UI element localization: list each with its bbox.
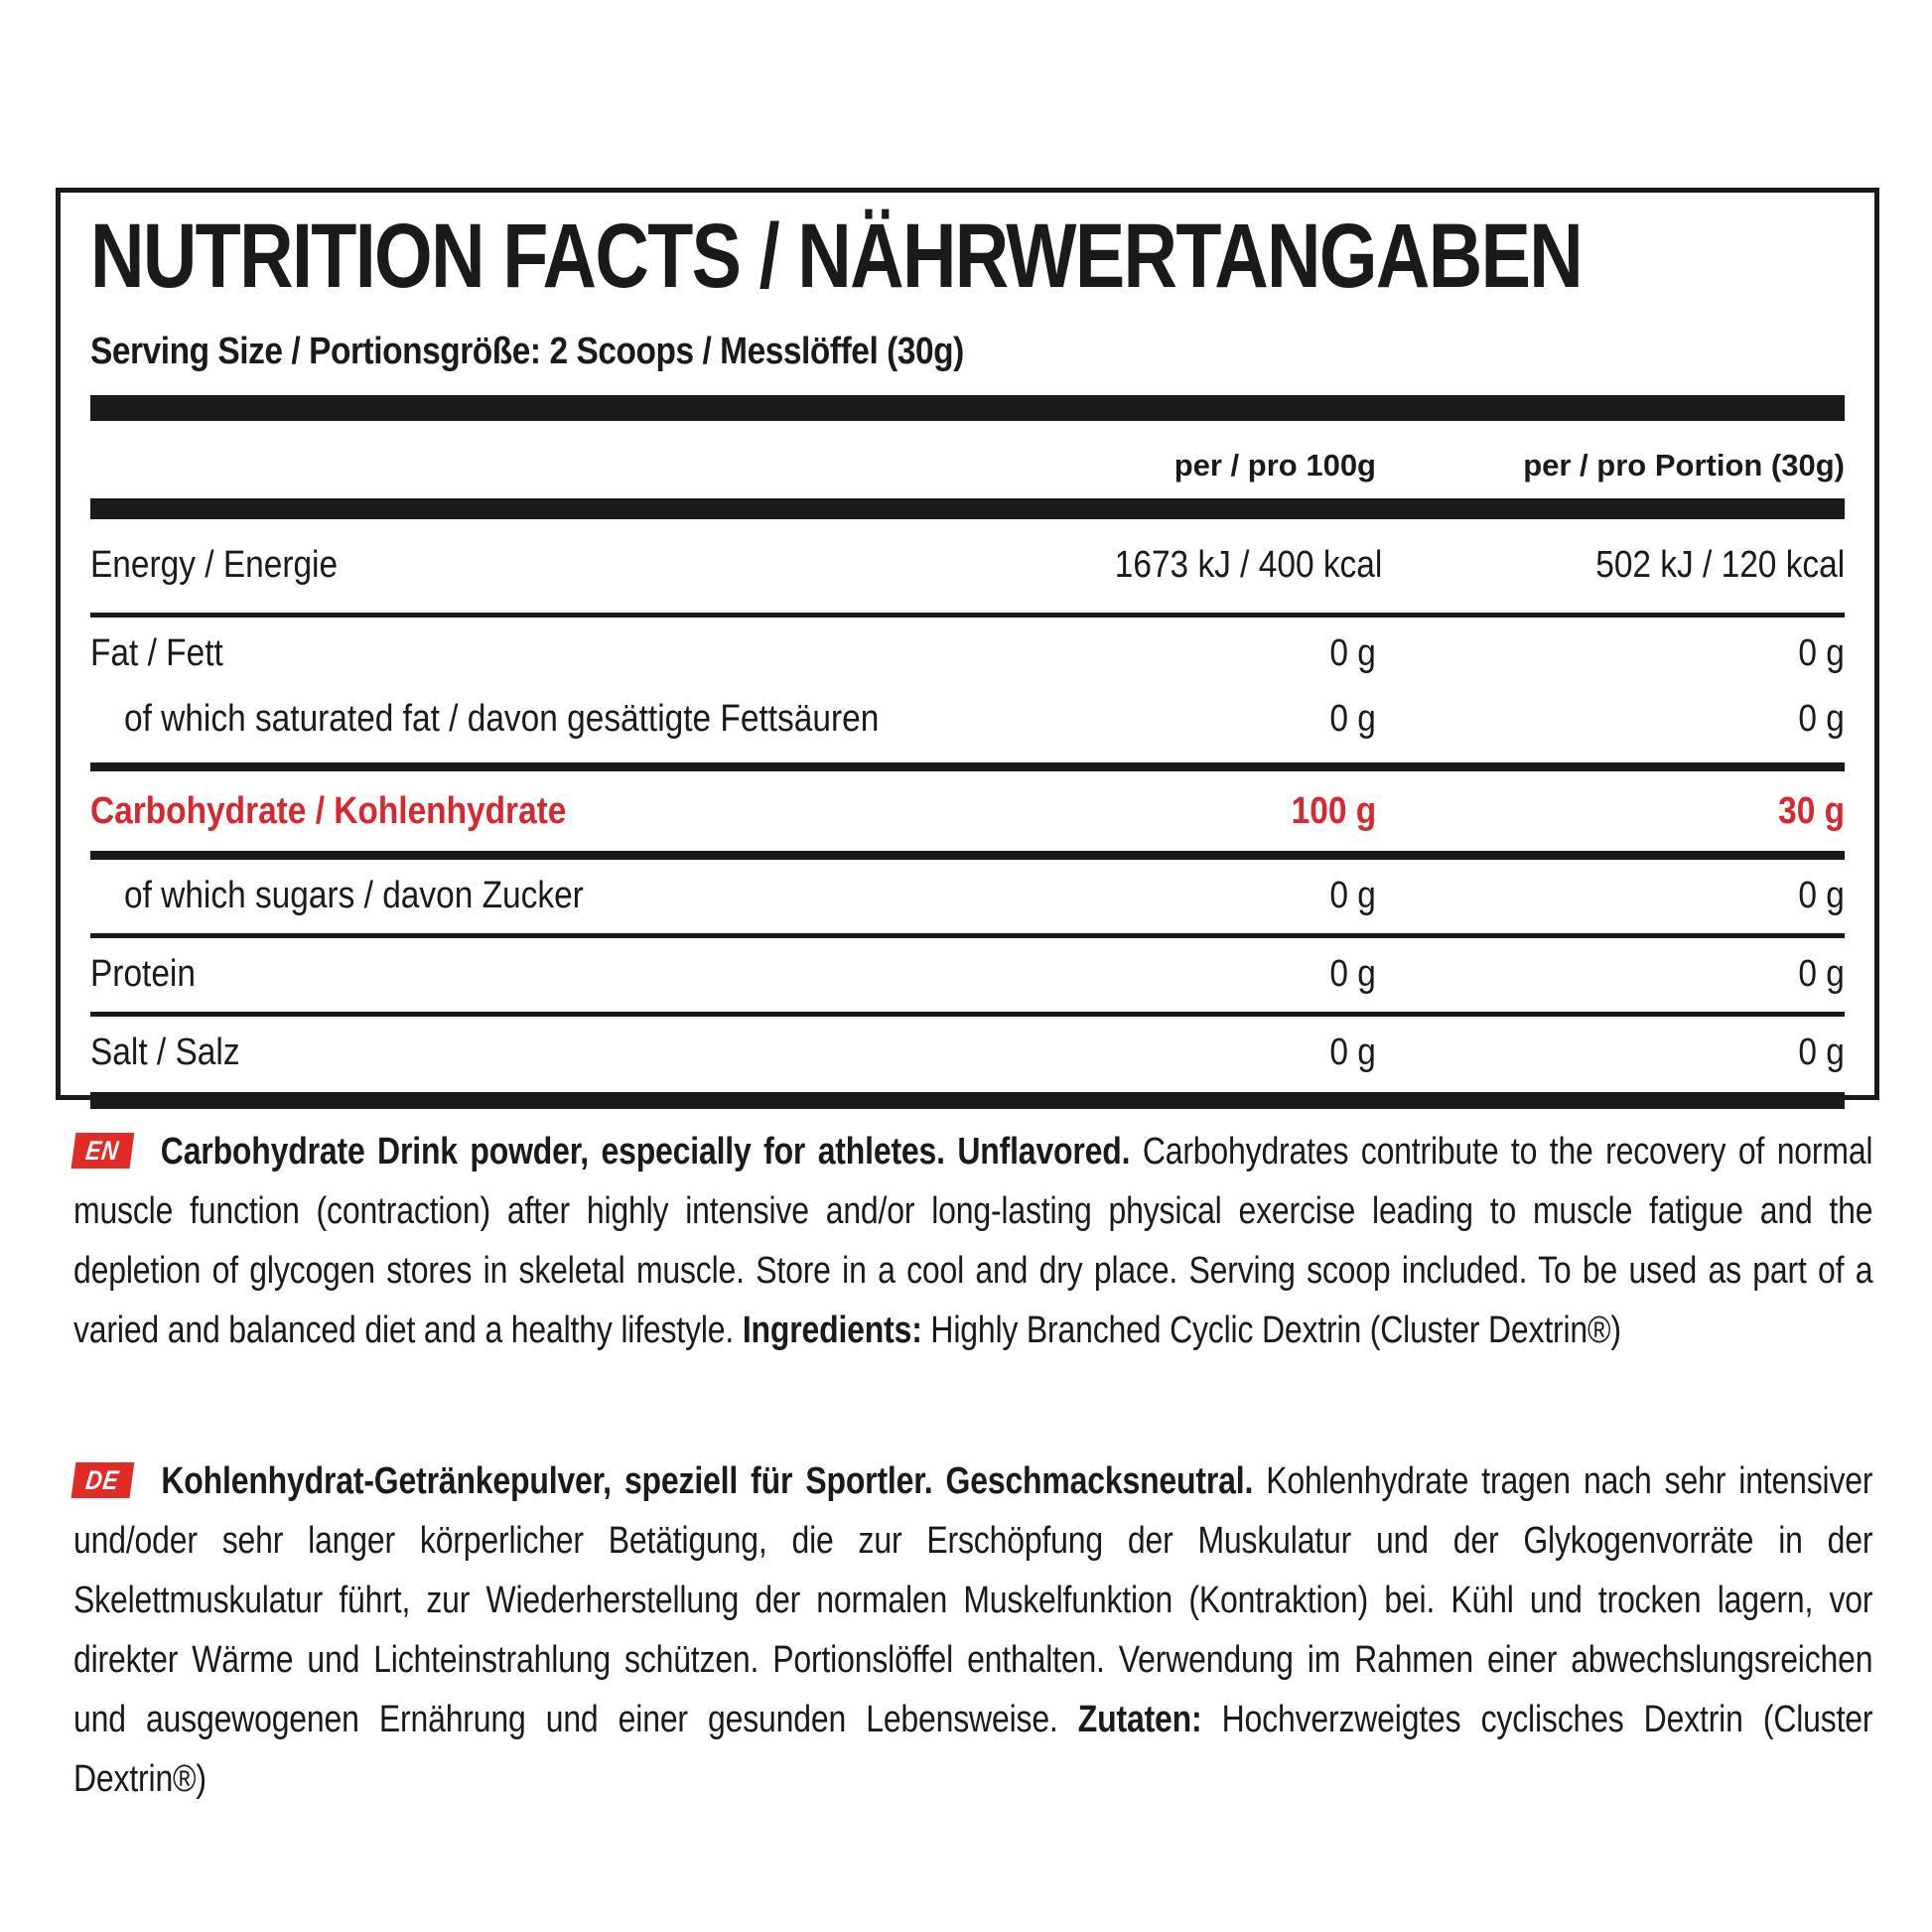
row-label-text: of which saturated fat / davon gesättigt… — [124, 698, 880, 740]
row-value-per-portion: 502 kJ / 120 kcal — [1376, 543, 1845, 587]
row-value-text: 30 g — [1778, 790, 1845, 832]
paragraph-lead-en: Carbohydrate Drink powder, especially fo… — [160, 1131, 1131, 1173]
row-value-text: 0 g — [1798, 875, 1845, 916]
ingredients-value-de: Hochverzweigtes cyclisches Dextrin (Clus… — [73, 1699, 1873, 1800]
serving-size-line: Serving Size / Portionsgröße: 2 Scoops /… — [90, 330, 1845, 381]
row-value-per-portion: 0 g — [1376, 697, 1845, 741]
row-value-text: 0 g — [1329, 953, 1376, 995]
row-label-text: Energy / Energie — [90, 544, 339, 586]
row-value-per-portion: 0 g — [1376, 631, 1845, 675]
row-value-per-100g: 0 g — [1078, 697, 1376, 741]
row-label: Salt / Salz — [90, 1031, 1078, 1074]
serving-size-text: Serving Size / Portionsgröße: 2 Scoops /… — [90, 331, 964, 372]
column-header-per-portion-text: per / pro Portion (30g) — [1523, 448, 1845, 483]
row-value-text: 0 g — [1329, 632, 1376, 674]
table-row-protein: Protein 0 g 0 g — [90, 933, 1845, 1012]
row-value-text: 0 g — [1798, 1032, 1845, 1073]
row-value-per-portion: 0 g — [1376, 952, 1845, 996]
column-header-row: per / pro 100g per / pro Portion (30g) — [90, 421, 1845, 498]
divider-bar-bottom — [90, 1092, 1845, 1109]
row-value-per-portion: 0 g — [1376, 1031, 1845, 1074]
language-badge-de: DE — [70, 1462, 134, 1498]
paragraph-body-de: Kohlenhydrate tragen nach sehr intensive… — [73, 1460, 1873, 1740]
row-value-per-portion: 0 g — [1376, 874, 1845, 917]
table-row-saturated-fat: of which saturated fat / davon gesättigt… — [90, 691, 1845, 762]
description-paragraph-en: EN Carbohydrate Drink powder, especially… — [70, 1122, 1873, 1360]
ingredients-value-en: Highly Branched Cyclic Dextrin (Cluster … — [930, 1310, 1621, 1351]
row-value-per-100g: 0 g — [1078, 631, 1376, 675]
row-value-per-100g: 100 g — [1078, 789, 1376, 833]
row-value-per-portion: 30 g — [1376, 789, 1845, 833]
nutrition-facts-panel: NUTRITION FACTS / NÄHRWERTANGABEN Servin… — [56, 188, 1879, 1109]
ingredients-label-en: Ingredients: — [742, 1310, 922, 1351]
table-row-carbohydrate: Carbohydrate / Kohlenhydrate 100 g 30 g — [90, 762, 1845, 851]
column-header-per-100g: per / pro 100g — [1078, 449, 1376, 483]
row-value-text: 1673 kJ / 400 kcal — [1114, 544, 1383, 586]
row-label: of which saturated fat / davon gesättigt… — [90, 697, 1078, 741]
ingredients-label-de: Zutaten: — [1077, 1699, 1202, 1740]
description-paragraph-de: DE Kohlenhydrat-Getränkepulver, speziell… — [70, 1451, 1873, 1809]
row-value-per-100g: 0 g — [1078, 1031, 1376, 1074]
table-row-fat: Fat / Fett 0 g 0 g — [90, 613, 1845, 691]
row-value-text: 100 g — [1291, 790, 1376, 832]
row-value-per-100g: 0 g — [1078, 874, 1376, 917]
row-label: of which sugars / davon Zucker — [90, 874, 1078, 917]
row-value-text: 502 kJ / 120 kcal — [1595, 544, 1845, 586]
row-label: Protein — [90, 952, 1078, 996]
row-value-per-100g: 1673 kJ / 400 kcal — [1078, 543, 1383, 587]
row-label: Fat / Fett — [90, 631, 1078, 675]
table-row-energy: Energy / Energie 1673 kJ / 400 kcal 502 … — [90, 519, 1845, 613]
table-row-salt: Salt / Salz 0 g 0 g — [90, 1012, 1845, 1090]
divider-bar-header — [90, 498, 1845, 519]
paragraph-body-en: Carbohydrates contribute to the recovery… — [73, 1131, 1873, 1351]
paragraph-lead-de: Kohlenhydrat-Getränkepulver, speziell fü… — [161, 1460, 1254, 1502]
row-label-text: Protein — [90, 953, 196, 995]
panel-title-text: NUTRITION FACTS / NÄHRWERTANGABEN — [90, 206, 1584, 307]
row-label-text: of which sugars / davon Zucker — [124, 875, 584, 916]
row-value-per-100g: 0 g — [1078, 952, 1376, 996]
row-value-text: 0 g — [1798, 698, 1845, 740]
divider-bar-top — [90, 395, 1845, 421]
row-value-text: 0 g — [1798, 953, 1845, 995]
table-row-sugars: of which sugars / davon Zucker 0 g 0 g — [90, 851, 1845, 933]
row-label-text: Carbohydrate / Kohlenhydrate — [90, 790, 567, 832]
row-label-text: Salt / Salz — [90, 1032, 240, 1073]
row-label: Energy / Energie — [90, 543, 1078, 587]
row-label: Carbohydrate / Kohlenhydrate — [90, 789, 1078, 833]
row-value-text: 0 g — [1329, 1032, 1376, 1073]
language-badge-en: EN — [70, 1133, 134, 1169]
panel-title: NUTRITION FACTS / NÄHRWERTANGABEN — [90, 206, 1845, 318]
row-value-text: 0 g — [1329, 875, 1376, 916]
column-header-per-portion: per / pro Portion (30g) — [1376, 449, 1845, 483]
row-value-text: 0 g — [1798, 632, 1845, 674]
row-label-text: Fat / Fett — [90, 632, 223, 674]
column-header-per-100g-text: per / pro 100g — [1173, 448, 1376, 483]
row-value-text: 0 g — [1329, 698, 1376, 740]
